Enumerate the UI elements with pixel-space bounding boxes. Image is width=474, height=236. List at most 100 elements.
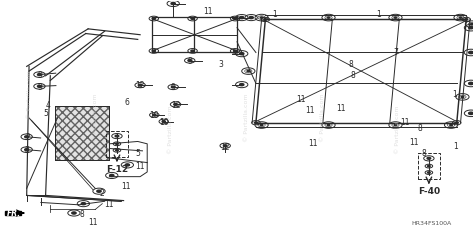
Circle shape — [450, 124, 452, 126]
Circle shape — [172, 86, 175, 88]
Circle shape — [171, 2, 175, 4]
Text: 11: 11 — [306, 106, 315, 115]
Text: 9: 9 — [187, 57, 192, 66]
Text: 2: 2 — [26, 133, 30, 143]
Text: 8: 8 — [24, 146, 29, 155]
Text: 8: 8 — [418, 124, 423, 133]
Text: 1: 1 — [453, 142, 458, 151]
Circle shape — [72, 212, 76, 214]
Circle shape — [469, 112, 473, 114]
Text: 8: 8 — [348, 59, 353, 68]
Text: 4: 4 — [46, 101, 50, 110]
Circle shape — [188, 60, 191, 61]
Circle shape — [469, 26, 473, 29]
Text: 11: 11 — [121, 181, 131, 190]
Circle shape — [249, 17, 253, 19]
Circle shape — [25, 149, 28, 151]
Circle shape — [115, 135, 119, 137]
Circle shape — [260, 124, 263, 126]
Text: 12: 12 — [220, 143, 230, 152]
Circle shape — [455, 122, 458, 123]
Circle shape — [459, 17, 462, 18]
Bar — [106, 131, 128, 157]
Polygon shape — [5, 211, 20, 215]
Text: 8: 8 — [421, 149, 426, 158]
Circle shape — [428, 165, 430, 167]
Text: 9: 9 — [37, 83, 42, 92]
Text: F-40: F-40 — [418, 187, 440, 196]
Text: 5: 5 — [135, 149, 140, 158]
Text: 11: 11 — [203, 7, 212, 16]
Circle shape — [153, 114, 156, 116]
Circle shape — [97, 190, 101, 192]
Text: © Partzilla.com: © Partzilla.com — [168, 105, 173, 154]
Text: © Partzilla.com: © Partzilla.com — [93, 94, 98, 142]
Text: 7: 7 — [393, 48, 398, 57]
Circle shape — [239, 53, 244, 55]
Circle shape — [191, 18, 194, 19]
Text: 8: 8 — [350, 71, 355, 80]
Text: © Partzilla.com: © Partzilla.com — [27, 70, 32, 119]
Text: © Partzilla.com: © Partzilla.com — [319, 94, 325, 142]
Circle shape — [327, 124, 330, 126]
Text: 9: 9 — [171, 83, 176, 92]
Circle shape — [239, 84, 244, 86]
Circle shape — [255, 122, 257, 123]
Text: © Partzilla.com: © Partzilla.com — [244, 94, 249, 142]
Text: 11: 11 — [136, 162, 145, 171]
Text: F-12: F-12 — [106, 165, 128, 174]
Text: 11: 11 — [400, 118, 410, 127]
Circle shape — [125, 164, 129, 166]
Circle shape — [152, 18, 155, 19]
Text: 12: 12 — [171, 101, 180, 110]
Circle shape — [116, 143, 118, 144]
Circle shape — [471, 24, 473, 25]
Circle shape — [427, 157, 431, 159]
Circle shape — [428, 172, 430, 173]
Text: 11: 11 — [410, 138, 419, 147]
Text: 10: 10 — [159, 118, 169, 127]
Circle shape — [264, 19, 267, 20]
Text: 1: 1 — [376, 10, 381, 19]
Text: 11: 11 — [296, 95, 306, 104]
Circle shape — [234, 18, 237, 19]
Text: © Partzilla.com: © Partzilla.com — [395, 105, 400, 154]
Text: 1: 1 — [452, 90, 457, 99]
Text: 12: 12 — [136, 81, 145, 90]
Circle shape — [223, 145, 227, 147]
Text: 6: 6 — [125, 98, 130, 107]
Bar — [418, 153, 440, 179]
Text: 1: 1 — [273, 10, 277, 19]
Circle shape — [116, 150, 118, 151]
Circle shape — [394, 124, 397, 126]
Text: HR34FS100A: HR34FS100A — [412, 221, 452, 226]
Circle shape — [37, 85, 41, 87]
Circle shape — [461, 96, 464, 97]
Text: 8: 8 — [80, 210, 84, 219]
Text: 11: 11 — [88, 218, 98, 227]
Text: 11: 11 — [105, 200, 114, 209]
Circle shape — [469, 51, 473, 54]
Circle shape — [109, 174, 114, 177]
Circle shape — [327, 17, 330, 18]
Circle shape — [162, 121, 165, 122]
Circle shape — [191, 50, 194, 52]
Circle shape — [247, 70, 250, 72]
Circle shape — [152, 50, 155, 52]
Text: 3: 3 — [218, 59, 223, 68]
Text: 10: 10 — [149, 111, 159, 120]
Circle shape — [239, 17, 244, 19]
Text: 11: 11 — [336, 104, 346, 113]
Circle shape — [37, 74, 41, 76]
Circle shape — [469, 82, 473, 85]
Circle shape — [394, 17, 397, 18]
Bar — [55, 106, 109, 160]
Text: 5: 5 — [43, 109, 48, 118]
Text: 2: 2 — [100, 189, 105, 198]
Circle shape — [138, 84, 142, 86]
Circle shape — [234, 50, 237, 52]
Text: 11: 11 — [308, 139, 318, 148]
Circle shape — [25, 136, 28, 138]
Text: FR.: FR. — [7, 209, 21, 218]
Text: 9: 9 — [37, 71, 42, 80]
